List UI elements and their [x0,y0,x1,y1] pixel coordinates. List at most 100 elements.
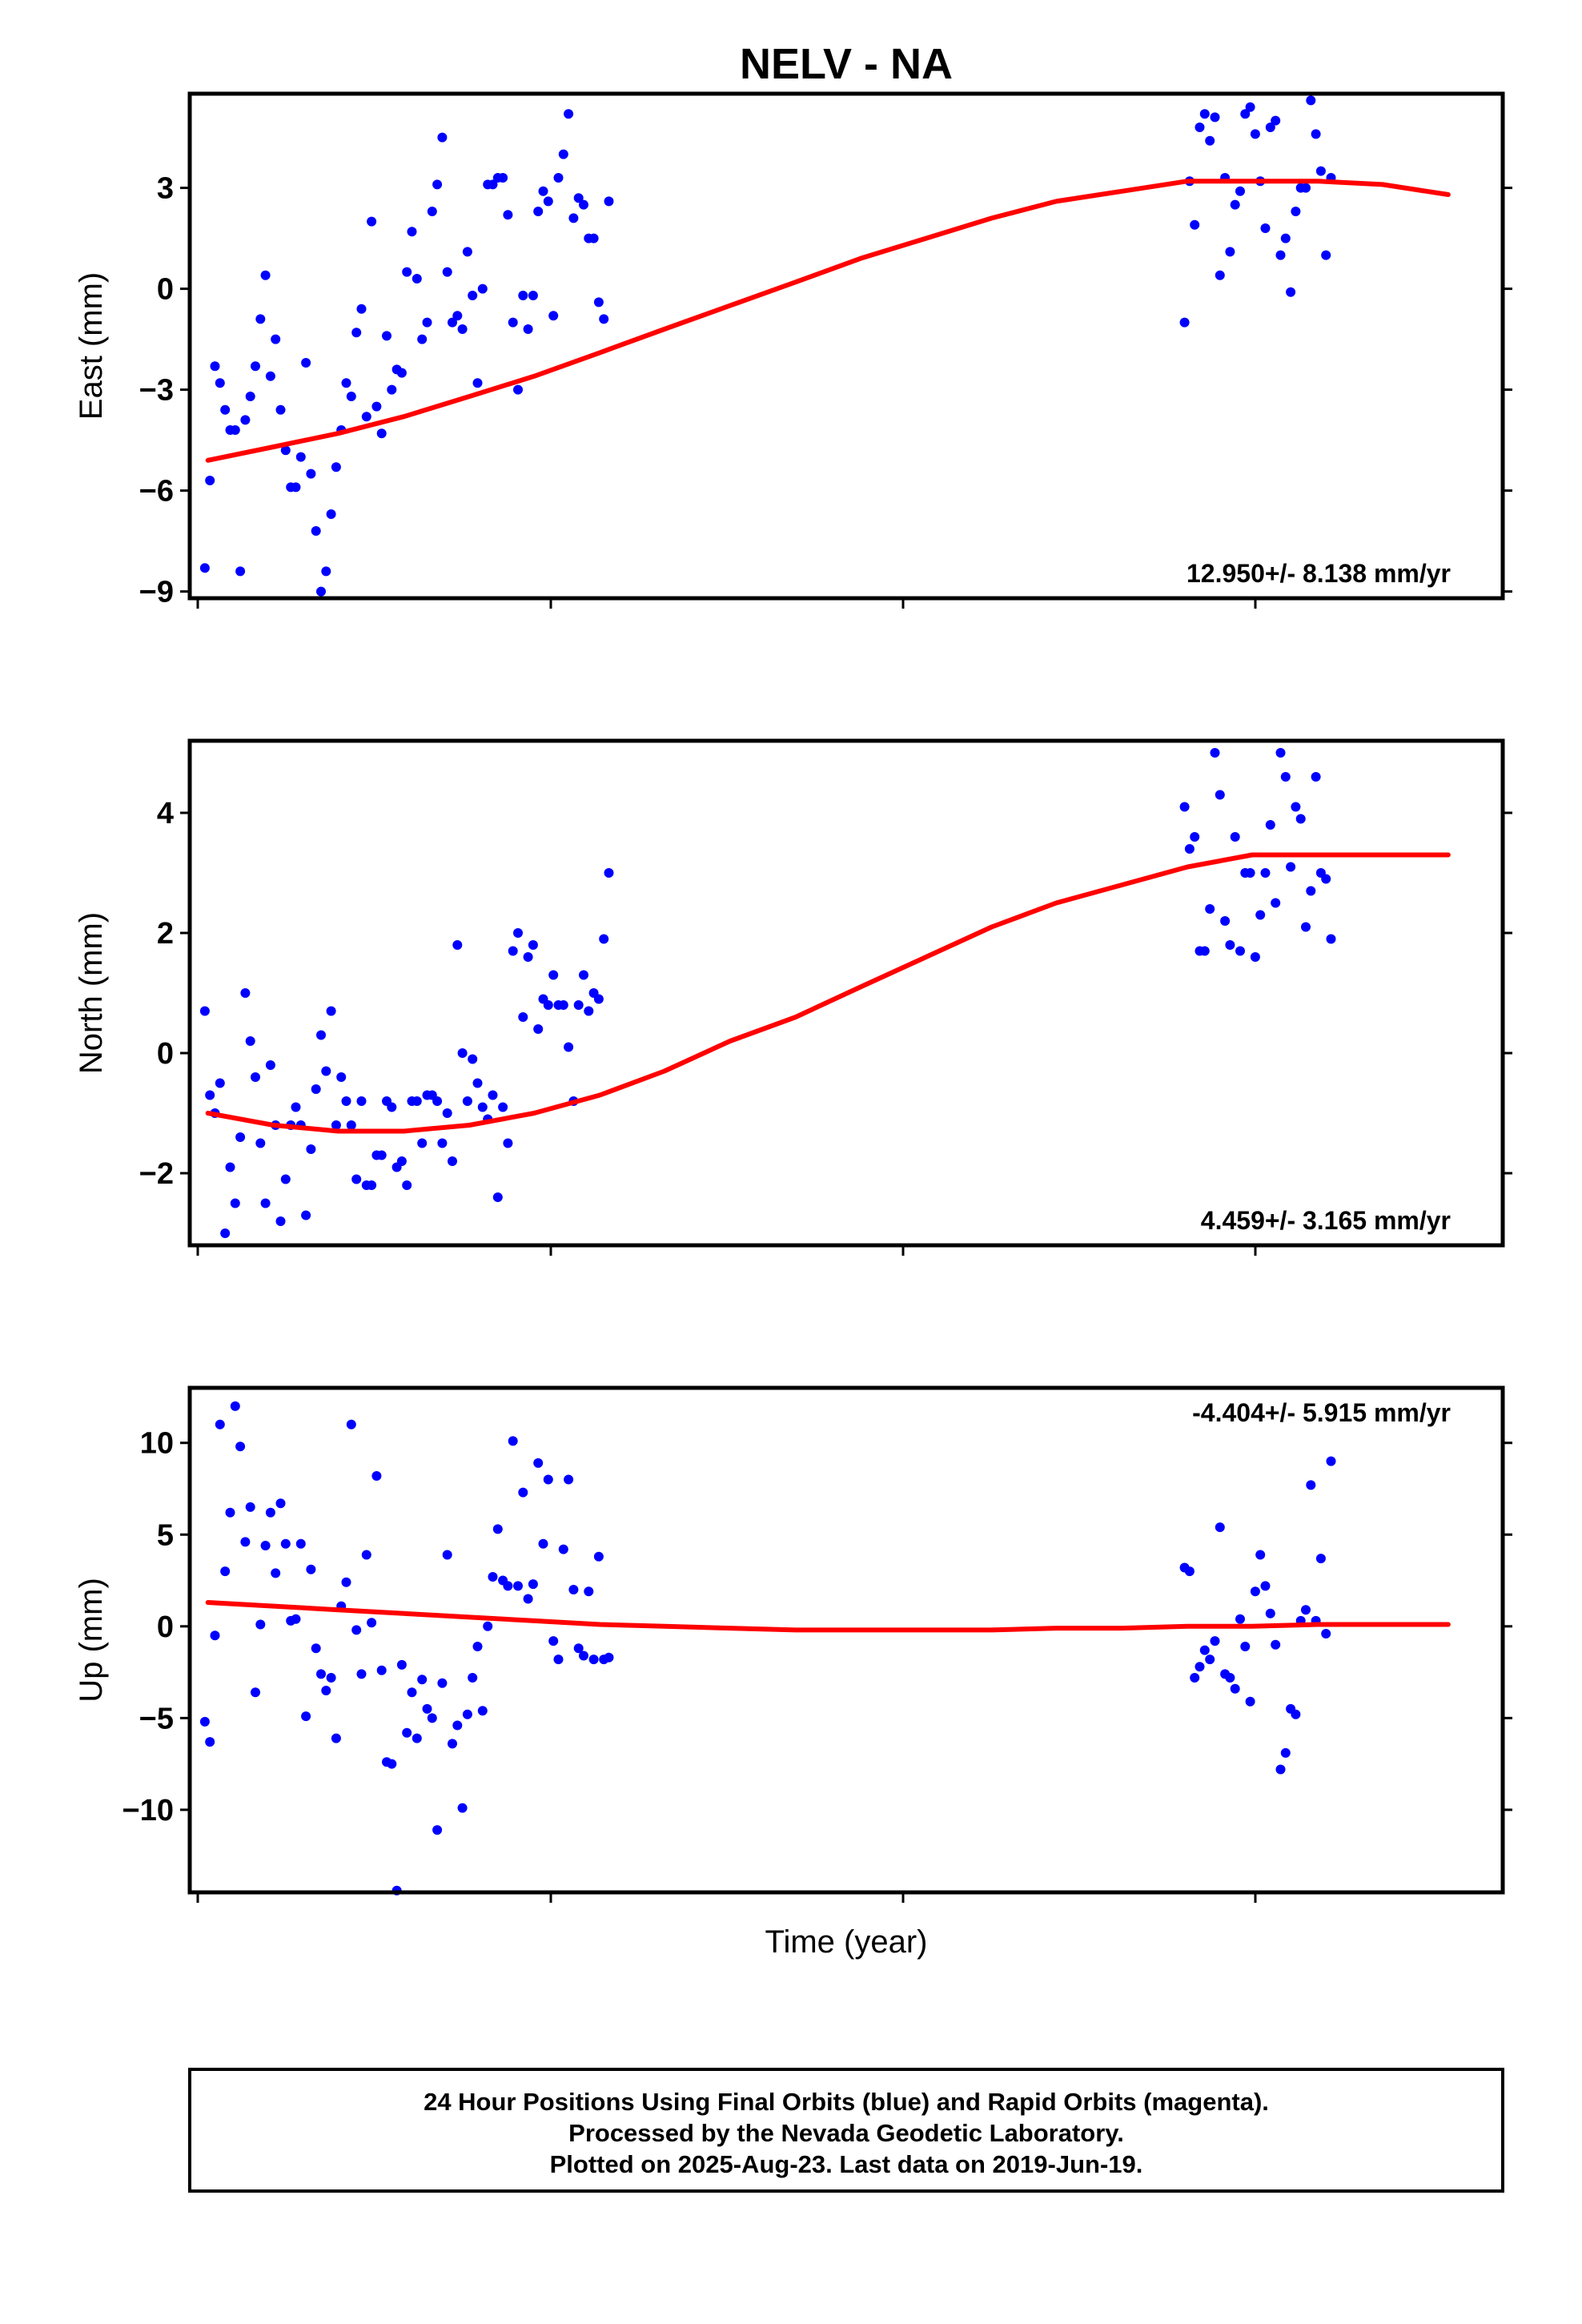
y-axis-label: East (mm) [74,272,109,420]
data-point [1205,1655,1215,1665]
data-point [336,1072,347,1082]
data-point [417,334,428,344]
data-point [205,476,215,485]
data-point [351,328,362,338]
data-point [255,314,266,324]
data-point [407,1687,417,1698]
data-point [1210,748,1220,758]
data-point [604,1652,614,1663]
data-point [442,1108,452,1118]
data-point [528,1579,538,1590]
data-point [321,1686,331,1695]
data-point [321,566,331,577]
data-point [468,1673,478,1683]
data-point [492,1192,503,1202]
data-point [210,1630,220,1641]
data-point [1301,183,1311,193]
data-point [271,1568,281,1578]
data-point [462,247,472,257]
data-point [356,304,367,314]
data-point [457,324,468,334]
data-point [301,1711,311,1722]
data-point [1195,123,1205,132]
data-point [462,1096,472,1106]
data-point [316,1030,326,1040]
data-point [260,270,271,280]
data-point [351,1174,362,1184]
data-point [1215,790,1225,800]
data-point [402,1180,412,1190]
panels: East (mm) 3 0 −3 −6 −9 12.950+/- 8.138 mm/yr No… [74,91,1512,1903]
data-point [558,149,568,159]
data-point [235,1441,246,1452]
data-point [306,1144,316,1154]
data-point [396,1659,407,1670]
data-point [346,392,356,401]
data-point [432,1825,443,1835]
data-point [251,361,260,372]
data-point [1271,1639,1281,1650]
data-point [199,1716,210,1727]
data-point [604,196,614,207]
data-point [1240,109,1251,119]
data-point [593,1551,604,1562]
data-point [326,509,336,519]
data-point [548,1636,559,1647]
data-point [306,468,316,479]
data-point [553,173,564,183]
data-point [488,1572,498,1582]
data-point [579,970,588,980]
data-point [210,361,220,372]
plot-frame [187,91,1505,601]
data-point [271,334,281,344]
data-point [1280,1747,1291,1758]
y-tick-label: −10 [122,1794,174,1827]
data-point [599,934,609,944]
y-tick-label: −9 [139,576,174,609]
data-point [427,1713,437,1723]
data-point [437,132,448,143]
data-point [341,378,351,388]
data-point [316,1669,326,1679]
data-point [215,1419,225,1429]
data-point [1260,868,1271,878]
data-point [1306,1480,1316,1490]
y-tick-label: −5 [139,1702,174,1735]
data-point [291,1614,301,1624]
data-point [412,274,422,283]
data-point [1250,952,1260,962]
data-point [498,1102,508,1112]
data-point [326,1006,336,1016]
data-point [1235,186,1245,196]
data-point [1265,820,1275,830]
data-point [225,1162,235,1172]
fit-line [205,179,1451,463]
data-point [1286,862,1296,872]
data-point [412,1733,422,1743]
data-point [396,1156,407,1166]
data-point [452,940,463,950]
y-tick-label: 10 [140,1427,174,1461]
y-tick-label: 0 [157,1610,174,1644]
data-point [523,952,533,962]
data-point [568,1585,579,1594]
data-point [396,368,407,378]
data-point [1255,910,1266,920]
data-point [513,384,523,395]
data-point [1250,129,1260,139]
data-point [477,1706,488,1716]
data-point [376,1665,387,1675]
data-point [488,1090,498,1100]
data-point [1199,946,1210,956]
data-point [382,331,391,341]
data-point [457,1048,468,1058]
data-point [346,1120,356,1130]
data-point [528,291,538,300]
data-point [367,1180,377,1190]
footer-line-1: 24 Hour Positions Using Final Orbits (bl… [424,2088,1269,2116]
data-point [331,1733,341,1743]
data-point [245,1502,255,1512]
data-point [564,109,574,119]
data-point [1225,940,1235,950]
data-point [220,404,231,415]
